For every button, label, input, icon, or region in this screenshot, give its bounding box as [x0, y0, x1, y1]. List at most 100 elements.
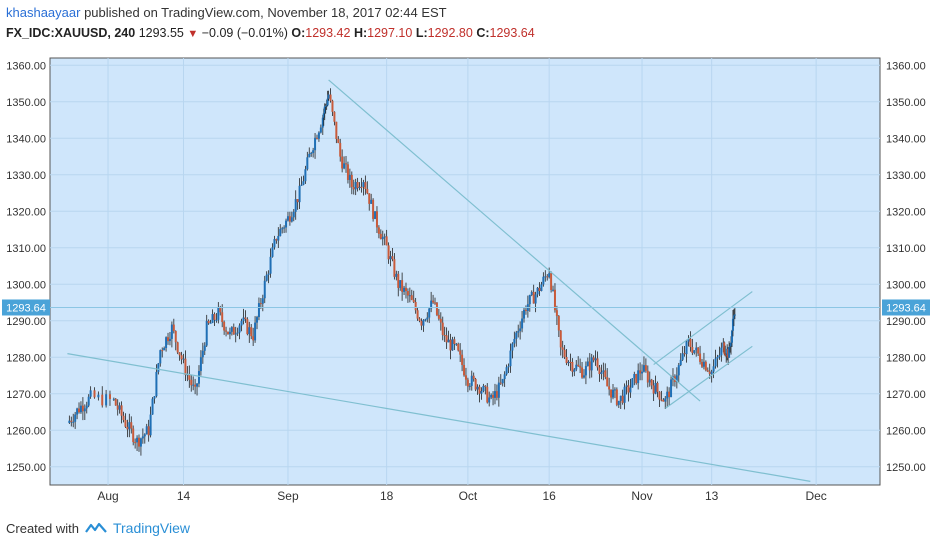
candle-body	[290, 217, 293, 222]
candle-body	[155, 371, 158, 397]
candle-body	[490, 394, 493, 398]
candle-body	[302, 181, 305, 185]
trendline-channel-upper[interactable]	[653, 291, 753, 366]
candle-body	[250, 327, 253, 337]
candle-body	[538, 287, 541, 291]
x-tick-label: 16	[542, 489, 556, 503]
candle-body	[377, 227, 380, 234]
candle-body	[213, 314, 216, 320]
candle-body	[180, 355, 183, 360]
y-tick-left: 1330.00	[6, 170, 46, 182]
candle-body	[172, 324, 175, 331]
candle-body	[190, 379, 193, 386]
candle-body	[569, 361, 572, 363]
candle-body	[557, 316, 560, 331]
candle-body	[366, 188, 369, 194]
trendline-upper-downtrend[interactable]	[328, 79, 701, 402]
candle-body	[161, 350, 164, 352]
y-tick-left: 1310.00	[6, 243, 46, 255]
price-tag-left-label: 1293.64	[6, 302, 46, 314]
candle-body	[432, 300, 435, 303]
candle-body	[702, 361, 705, 367]
candle-body	[401, 280, 404, 292]
author-link[interactable]: khashaayaar	[6, 5, 81, 20]
plot-area[interactable]	[49, 57, 881, 486]
candle-body	[76, 408, 79, 415]
symbol-label: FX_IDC:XAUUSD, 240	[6, 26, 136, 40]
candle-body	[70, 420, 73, 422]
candle-body	[565, 357, 568, 364]
candle-body	[298, 185, 301, 203]
candle-body	[615, 389, 618, 405]
candle-body	[252, 336, 255, 341]
candle-body	[414, 301, 417, 311]
candle-body	[550, 273, 553, 290]
candle-body	[430, 300, 433, 309]
candle-body	[552, 289, 555, 291]
candle-body	[194, 384, 197, 387]
y-tick-left: 1280.00	[6, 352, 46, 364]
y-tick-left: 1320.00	[6, 206, 46, 218]
candle-body	[374, 211, 377, 219]
candle-body	[300, 184, 303, 186]
candle-body	[434, 302, 437, 304]
candle-body	[602, 370, 605, 373]
candle-body	[197, 371, 200, 384]
candle-body	[712, 366, 715, 372]
x-tick-label: Dec	[805, 489, 826, 503]
candle-body	[468, 385, 471, 387]
candle-body	[159, 350, 162, 364]
candle-body	[612, 389, 615, 398]
candle-body	[319, 127, 322, 133]
open-label: O:	[291, 26, 306, 40]
candle-body	[225, 330, 228, 332]
trendline-channel-lower[interactable]	[664, 345, 753, 409]
candle-body	[445, 335, 448, 343]
candle-body	[93, 390, 96, 398]
candle-body	[633, 374, 636, 379]
candle-body	[677, 365, 680, 376]
candle-body	[548, 273, 551, 278]
candle-body	[232, 327, 235, 335]
candle-body	[464, 375, 467, 380]
candle-body	[87, 396, 90, 406]
axes: 1250.00 1250.00 1260.00 1260.00 1270.00 1270.…	[2, 60, 930, 503]
candle-body	[472, 375, 475, 379]
candle-body	[492, 394, 495, 398]
candle-body	[296, 199, 299, 203]
candle-body	[631, 378, 634, 388]
candle-body	[395, 273, 398, 277]
candle-body	[259, 303, 262, 305]
tradingview-logo-icon[interactable]	[85, 521, 107, 535]
candle-body	[553, 289, 556, 311]
down-arrow-icon: ▼	[187, 28, 199, 40]
last-price: 1293.55	[138, 26, 184, 40]
tradingview-brand-link[interactable]: TradingView	[112, 520, 191, 536]
candle-body	[126, 426, 129, 430]
candle-body	[368, 193, 371, 204]
candle-body	[697, 347, 700, 354]
candle-body	[182, 358, 185, 360]
trendline-lower-support[interactable]	[67, 353, 811, 482]
y-tick-right: 1270.00	[886, 389, 926, 401]
candle-body	[122, 415, 125, 421]
candle-body	[310, 152, 313, 154]
y-tick-left: 1350.00	[6, 97, 46, 109]
candle-body	[149, 414, 152, 436]
candle-body	[519, 328, 522, 332]
x-tick-label: Oct	[459, 489, 478, 503]
y-tick-left: 1270.00	[6, 389, 46, 401]
candle-body	[408, 295, 411, 297]
candle-body	[687, 338, 690, 342]
high-label: H:	[353, 26, 368, 40]
candle-body	[437, 314, 440, 319]
y-tick-right: 1350.00	[886, 97, 926, 109]
candle-body	[97, 394, 100, 398]
candle-body	[509, 350, 512, 367]
candle-body	[389, 256, 392, 260]
candle-body	[478, 386, 481, 394]
candle-body	[323, 106, 326, 114]
y-tick-left: 1260.00	[6, 425, 46, 437]
candle-body	[265, 274, 268, 281]
